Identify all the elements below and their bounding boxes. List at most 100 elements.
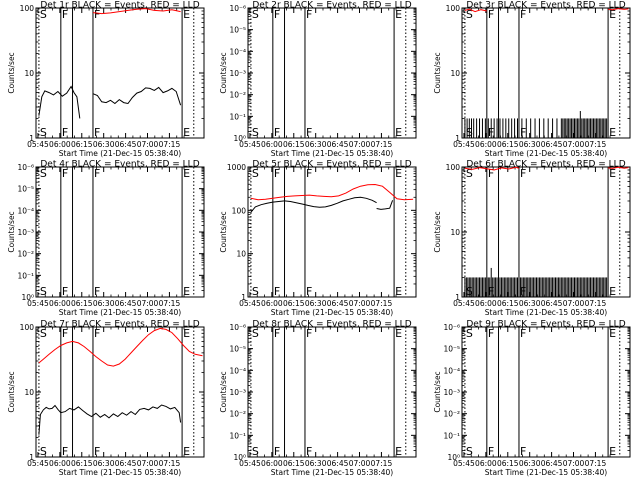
y-tick-label: 10⁻⁴ [17,206,34,215]
x-tick-label: 07:15 [159,299,181,308]
marker-s-bottom: S [40,285,47,298]
x-tick-label: 07:00 [137,459,159,468]
x-tick-label: 06:45 [115,299,137,308]
y-tick-label: 100 [232,206,247,215]
x-tick-label: 06:15 [71,459,93,468]
marker-s-top: S [466,167,473,180]
marker-f-bottom: F [488,445,494,458]
marker-s-bottom: S [252,445,259,458]
detector-panel-5: Det 5r BLACK = Events, RED = LLD 1 10 100 10… [219,160,417,317]
marker-f-top: F [94,327,100,340]
x-axis-label: Start Time (21-Dec-15 05:38:40) [59,149,181,158]
panel-title: Det 1r BLACK = Events, RED = LLD [40,1,199,11]
y-tick-label: 10⁰ [233,453,246,462]
y-tick-label: 1 [241,293,246,302]
x-tick-label: 06:15 [283,299,305,308]
x-tick-label: 06:00 [49,140,71,149]
y-tick-label: 100 [446,4,461,13]
y-tick-label: 10 [24,388,34,397]
x-axis-label: Start Time (21-Dec-15 05:38:40) [485,468,607,477]
marker-f-top: F [94,8,100,21]
x-tick-label: 06:45 [115,140,137,149]
y-tick-label: 10⁻¹ [229,112,246,121]
x-tick-label: 07:15 [585,140,607,149]
marker-e-top: E [183,167,190,180]
x-tick-label: 06:30 [519,140,541,149]
x-tick-label: 06:30 [305,459,327,468]
x-tick-label: 05:45 [239,299,261,308]
x-axis-label: Start Time (21-Dec-15 05:38:40) [485,149,607,158]
detector-panel-8: Det 8r BLACK = Events, RED = LLD 10⁰ 10⁻¹ 1… [219,320,417,477]
x-tick-label: 06:45 [541,140,563,149]
y-tick-label: 1 [29,453,34,462]
plot-frame [247,166,417,298]
y-tick-label: 10⁻⁵ [17,185,34,194]
y-tick-label: 10 [450,228,460,237]
marker-e-bottom: E [609,445,616,458]
marker-f-top: F [94,167,100,180]
x-tick-label: 06:00 [475,299,497,308]
marker-s-top: S [466,8,473,21]
marker-f-top: F [488,8,494,21]
panel-title: Det 6r BLACK = Events, RED = LLD [466,160,625,170]
panel-title: Det 8r BLACK = Events, RED = LLD [252,320,411,330]
detector-panel-1: Det 1r BLACK = Events, RED = LLD 1 10 100 Co… [7,1,205,158]
marker-f-top: F [274,327,280,340]
x-tick-label: 05:45 [453,299,475,308]
x-tick-label: 06:30 [305,299,327,308]
panel-title: Det 5r BLACK = Events, RED = LLD [252,160,411,170]
marker-s-bottom: S [40,126,47,139]
y-tick-label: 1 [29,134,34,143]
x-tick-label: 07:00 [563,299,585,308]
detector-panel-9: Det 9r BLACK = Events, RED = LLD 10⁰ 10⁻¹ 1… [433,320,631,477]
x-tick-label: 05:45 [27,140,49,149]
y-tick-label: 10⁻² [17,250,34,259]
marker-f-bottom: F [274,126,280,139]
detector-panel-3: Det 3r BLACK = Events, RED = LLD 1 10 100 Co… [433,1,631,158]
y-tick-label: 10⁻² [443,410,460,419]
y-tick-label: 10⁰ [233,134,246,143]
x-tick-label: 06:15 [497,299,519,308]
x-tick-label: 07:00 [349,459,371,468]
marker-e-top: E [609,327,616,340]
marker-f-bottom: F [62,445,68,458]
x-tick-label: 07:00 [563,140,585,149]
x-axis-label: Start Time (21-Dec-15 05:38:40) [59,308,181,317]
marker-f-top: F [274,167,280,180]
y-tick-label: 10⁻⁵ [229,26,246,35]
x-tick-label: 06:15 [497,140,519,149]
marker-f-top: F [488,167,494,180]
event-rate-line [38,404,182,435]
marker-f-bottom: F [306,126,312,139]
x-tick-label: 05:45 [239,140,261,149]
x-tick-label: 06:30 [519,459,541,468]
x-tick-label: 05:45 [27,459,49,468]
marker-s-top: S [40,327,47,340]
y-tick-label: 10⁰ [21,293,34,302]
x-tick-label: 06:00 [49,459,71,468]
x-tick-label: 07:15 [585,459,607,468]
y-tick-label: 100 [446,163,461,172]
marker-e-bottom: E [395,126,402,139]
x-tick-label: 07:00 [349,299,371,308]
x-tick-label: 06:00 [261,459,283,468]
x-tick-label: 07:00 [563,459,585,468]
panel-title: Det 7r BLACK = Events, RED = LLD [40,320,199,330]
marker-f-top: F [274,8,280,21]
x-tick-label: 07:00 [137,140,159,149]
marker-e-top: E [395,8,402,21]
y-tick-label: 10⁻³ [17,228,34,237]
y-axis-label: Counts/sec [433,211,442,252]
lld-rate-line [608,8,629,11]
x-tick-label: 07:15 [371,140,393,149]
x-axis-label: Start Time (21-Dec-15 05:38:40) [485,308,607,317]
marker-f-top: F [62,167,68,180]
marker-e-top: E [609,167,616,180]
marker-f-top: F [306,167,312,180]
marker-e-top: E [609,8,616,21]
x-tick-label: 06:45 [327,140,349,149]
marker-e-top: E [395,167,402,180]
lld-rate-line [250,183,414,201]
marker-e-bottom: E [395,445,402,458]
